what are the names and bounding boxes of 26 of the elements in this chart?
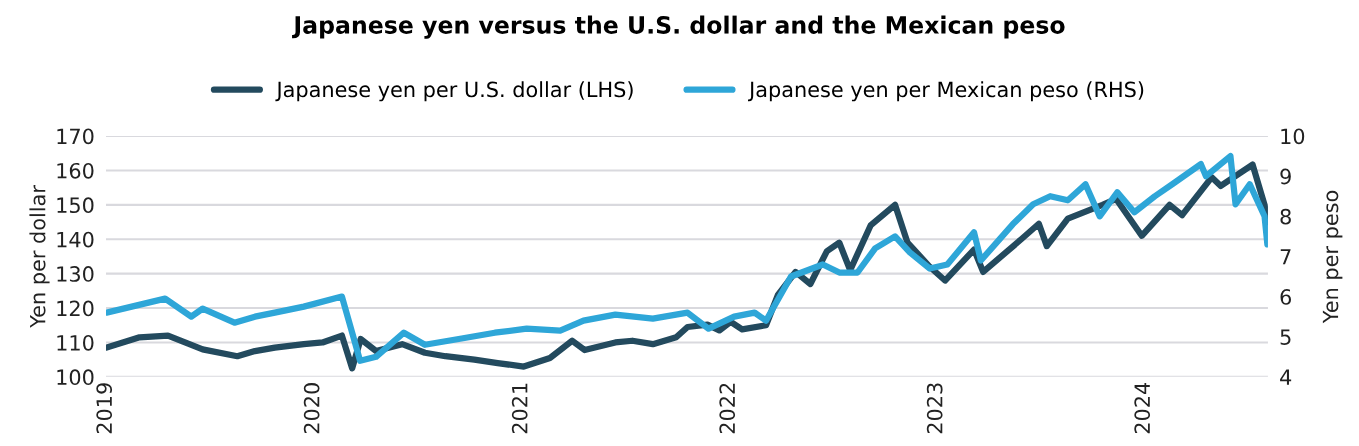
x-tick-label: 2023: [926, 383, 943, 434]
y2-tick-label: 8: [1280, 208, 1291, 225]
y-tick-label: 150: [57, 197, 94, 214]
y-axis-title: Yen per dollar: [29, 185, 50, 328]
y-tick-label: 100: [57, 369, 94, 386]
x-tick-label: 2021: [511, 383, 528, 434]
legend-label: Japanese yen per Mexican peso (RHS): [748, 81, 1144, 102]
y2-tick-label: 10: [1281, 128, 1305, 145]
y2-axis-title: Yen per peso: [1322, 190, 1343, 324]
y-tick-label: 120: [57, 300, 94, 317]
y-tick-label: 140: [57, 231, 94, 248]
y-tick-label: 160: [57, 162, 94, 179]
y2-tick-label: 7: [1280, 249, 1291, 265]
y2-tick-label: 9: [1280, 168, 1291, 185]
y2-tick-label: 4: [1280, 369, 1292, 385]
x-tick-label: 2022: [719, 383, 736, 434]
x-tick-label: 2020: [303, 383, 320, 434]
y-tick-label: 110: [57, 334, 94, 351]
x-tick-label: 2019: [96, 383, 113, 434]
x-tick-label: 2024: [1134, 382, 1151, 434]
y-tick-label: 170: [57, 128, 94, 145]
y-tick-label: 130: [57, 266, 94, 282]
y2-tick-label: 6: [1280, 289, 1291, 305]
y2-tick-label: 5: [1280, 329, 1291, 345]
legend-label: Japanese yen per U.S. dollar (LHS): [275, 81, 633, 102]
chart-title: Japanese yen versus the U.S. dollar and the Mexican peso: [292, 15, 1065, 39]
